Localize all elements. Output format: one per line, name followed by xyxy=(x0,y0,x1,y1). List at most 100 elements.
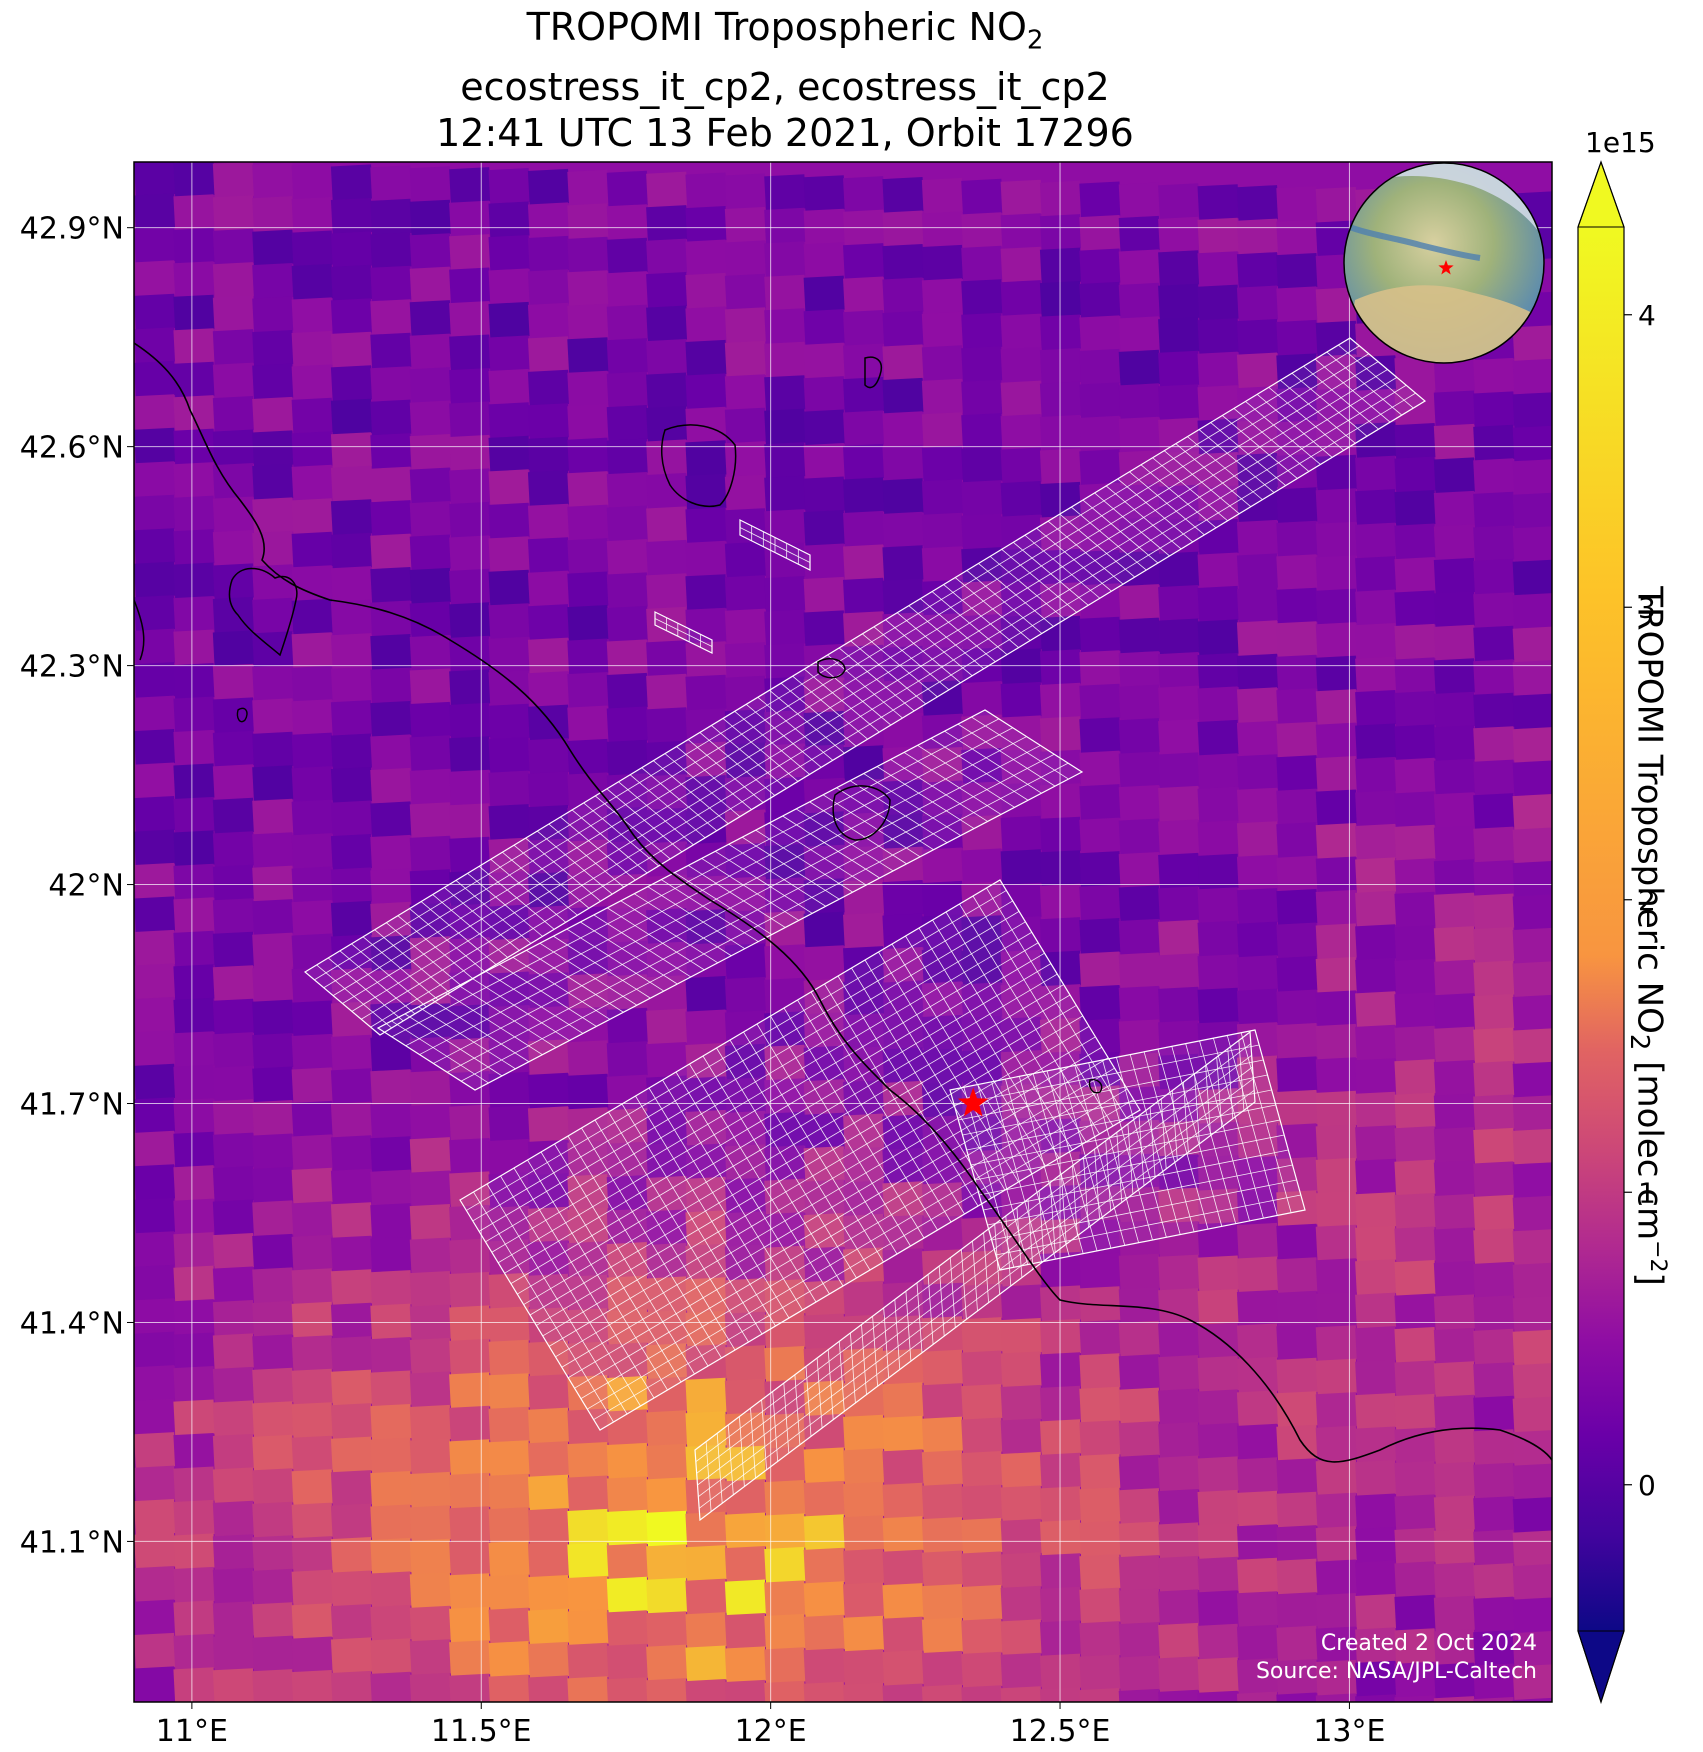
no2-pixel xyxy=(1236,252,1279,289)
no2-pixel xyxy=(1079,415,1122,452)
no2-pixel xyxy=(1158,1589,1201,1626)
no2-pixel xyxy=(488,1205,531,1242)
no2-pixel xyxy=(882,1549,925,1586)
no2-pixel xyxy=(134,1498,176,1536)
no2-pixel xyxy=(1315,1659,1358,1697)
no2-pixel xyxy=(449,1171,492,1208)
no2-pixel xyxy=(252,396,295,434)
no2-pixel xyxy=(567,1475,610,1512)
no2-pixel xyxy=(764,1546,807,1584)
no2-pixel xyxy=(646,472,689,510)
no2-pixel xyxy=(724,1244,767,1281)
no2-pixel xyxy=(252,262,295,300)
no2-pixel xyxy=(1276,989,1319,1026)
colorbar-extend-min xyxy=(1577,1630,1625,1704)
no2-pixel xyxy=(1512,760,1552,797)
no2-pixel xyxy=(1236,1323,1279,1360)
lake-small-1 xyxy=(864,356,882,389)
no2-pixel xyxy=(882,712,925,749)
no2-pixel xyxy=(1473,625,1516,662)
no2-pixel xyxy=(1039,414,1082,452)
no2-pixel xyxy=(173,662,216,700)
no2-pixel xyxy=(488,1473,531,1510)
no2-pixel xyxy=(330,1101,373,1138)
no2-pixel xyxy=(606,1576,649,1613)
no2-pixel xyxy=(409,1203,452,1241)
no2-pixel xyxy=(1039,883,1082,920)
no2-pixel xyxy=(173,897,216,934)
no2-pixel xyxy=(173,1365,216,1403)
no2-pixel xyxy=(1276,755,1319,792)
no2-pixel xyxy=(1276,1558,1319,1595)
no2-pixel xyxy=(330,833,373,871)
no2-pixel xyxy=(212,1266,255,1303)
no2-pixel xyxy=(449,635,492,672)
no2-pixel xyxy=(606,371,649,408)
no2-pixel xyxy=(1315,1626,1358,1663)
no2-pixel xyxy=(1158,919,1201,956)
no2-pixel xyxy=(134,327,176,364)
no2-pixel xyxy=(803,476,846,513)
no2-pixel xyxy=(724,608,767,645)
no2-pixel xyxy=(1276,252,1319,290)
no2-pixel xyxy=(646,774,689,811)
no2-pixel xyxy=(291,297,334,334)
no2-pixel xyxy=(1236,1691,1279,1702)
no2-pixel xyxy=(330,1536,373,1574)
no2-pixel xyxy=(1473,793,1516,830)
no2-pixel xyxy=(134,829,176,866)
lon-tick-label: 12°E xyxy=(735,1714,807,1749)
no2-pixel xyxy=(409,266,452,303)
no2-pixel xyxy=(1079,650,1122,687)
no2-pixel xyxy=(212,898,255,935)
no2-pixel xyxy=(961,1116,1004,1153)
no2-map-area xyxy=(134,162,1552,1702)
no2-pixel xyxy=(370,165,413,202)
no2-pixel xyxy=(1315,990,1358,1027)
no2-pixel xyxy=(527,235,570,273)
no2-pixel xyxy=(527,336,570,373)
no2-pixel xyxy=(567,1073,610,1110)
no2-pixel xyxy=(961,446,1004,483)
no2-pixel xyxy=(1197,1489,1240,1527)
no2-pixel xyxy=(1000,213,1043,250)
no2-pixel xyxy=(1118,1387,1161,1424)
no2-pixel xyxy=(843,243,885,280)
no2-pixel xyxy=(1236,218,1279,255)
no2-pixel xyxy=(1118,349,1161,386)
no2-pixel xyxy=(724,1646,767,1683)
no2-pixel xyxy=(1079,1252,1122,1289)
no2-pixel xyxy=(921,278,964,315)
no2-pixel xyxy=(1276,1625,1319,1662)
no2-pixel xyxy=(134,996,176,1034)
no2-pixel xyxy=(291,464,334,501)
no2-pixel xyxy=(921,1617,964,1654)
no2-pixel xyxy=(212,1199,255,1236)
no2-pixel xyxy=(1315,789,1358,826)
no2-pixel xyxy=(1079,917,1122,955)
no2-pixel xyxy=(370,399,413,436)
no2-pixel xyxy=(1039,314,1082,351)
no2-pixel xyxy=(1118,784,1161,822)
no2-pixel xyxy=(1473,1462,1516,1499)
no2-pixel xyxy=(685,808,728,845)
no2-pixel xyxy=(134,528,176,565)
no2-pixel xyxy=(764,810,807,847)
no2-pixel xyxy=(1276,319,1319,357)
no2-pixel xyxy=(843,1079,885,1117)
no2-pixel xyxy=(1355,422,1398,459)
no2-pixel xyxy=(1197,318,1240,355)
no2-pixel xyxy=(1276,1592,1319,1629)
no2-pixel xyxy=(606,605,649,643)
no2-pixel xyxy=(370,1604,413,1642)
no2-pixel xyxy=(173,796,216,834)
no2-pixel xyxy=(764,1145,807,1182)
no2-pixel xyxy=(291,397,334,434)
no2-pixel xyxy=(843,1515,885,1552)
no2-pixel xyxy=(1158,685,1201,722)
no2-pixel xyxy=(842,510,885,548)
no2-pixel xyxy=(921,1516,964,1554)
no2-pixel xyxy=(921,579,964,616)
no2-pixel xyxy=(803,175,846,212)
no2-pixel xyxy=(291,1435,334,1472)
